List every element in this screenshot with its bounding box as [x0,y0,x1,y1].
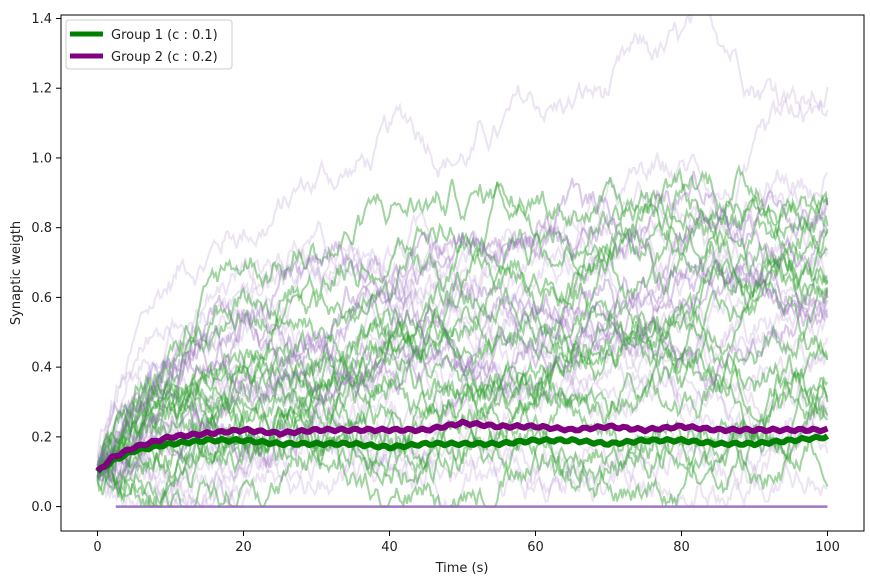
trial-line [96,250,829,485]
x-tick-label: 0 [93,540,101,555]
trial-line [96,354,829,472]
trial-line [97,255,829,474]
trial-line [96,84,829,459]
trial-line [96,251,829,493]
legend-box [65,19,233,70]
series-line-group-2 [95,418,829,473]
trial-line [96,188,829,478]
trial-line [96,323,829,482]
trial-line [96,393,828,509]
trial-line [96,260,829,477]
y-axis-title: Synaptic weigth [9,221,24,325]
trial-line [96,278,829,472]
trial-line [96,242,829,470]
x-tick-label: 20 [235,540,252,555]
trial-line [96,247,829,478]
trial-line [96,354,828,497]
trial-line [97,410,829,509]
trial-line [96,283,829,471]
trial-line [96,15,829,464]
plot-frame [60,14,865,532]
legend-label-group-1: Group 1 (c : 0.1) [111,28,218,43]
trial-line [96,374,829,495]
trial-line [96,170,829,475]
trial-traces [96,15,829,511]
trial-line [96,164,829,473]
trial-line [96,310,829,504]
group-means [95,418,830,474]
trial-line [96,310,829,481]
x-tick-label: 100 [815,540,840,555]
x-tick-label: 80 [673,540,690,555]
legend: Group 1 (c : 0.1) Group 2 (c : 0.2) [65,19,233,70]
trial-line [96,305,829,481]
trial-line [96,403,829,511]
y-axis: 0.0 0.2 0.4 0.6 0.8 1.0 1.2 1.4 [31,12,61,515]
series-line-group-1 [95,433,830,474]
x-axis-title: Time (s) [435,561,489,576]
y-tick-label: 0.8 [31,221,52,236]
trial-line [96,195,829,469]
trial-line [96,169,829,477]
y-tick-label: 1.4 [31,12,52,27]
x-tick-label: 40 [381,540,398,555]
trial-line [96,190,829,496]
trial-line [96,376,829,508]
trial-line [96,176,829,467]
trial-line [96,207,829,477]
trial-line [96,299,829,490]
trial-line [96,222,829,486]
trial-line [96,383,829,493]
y-tick-label: 0.0 [31,500,52,515]
x-tick-label: 60 [527,540,544,555]
trial-line [96,195,829,477]
trial-line [96,365,829,508]
trial-line [97,210,829,477]
y-tick-label: 1.2 [31,82,52,97]
y-tick-label: 1.0 [31,151,52,166]
x-axis: 0 20 40 60 80 100 [93,531,840,555]
y-tick-label: 0.4 [31,361,52,376]
y-tick-label: 0.6 [31,291,52,306]
y-tick-label: 0.2 [31,430,52,445]
legend-label-group-2: Group 2 (c : 0.2) [111,50,218,65]
trial-line [96,189,829,469]
trial-line [96,207,829,478]
